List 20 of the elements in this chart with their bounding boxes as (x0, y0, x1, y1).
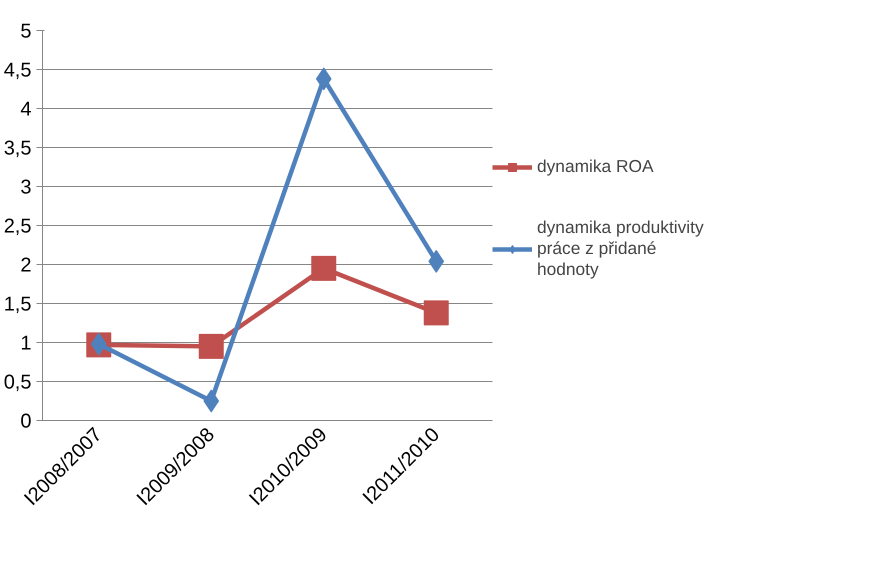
point (90, 332, 107, 356)
y-tick-label: 5 (20, 20, 32, 42)
legend-label: dynamika produktivity práce z přidané hodnoty (537, 217, 704, 280)
y-tick-label: 0,5 (4, 372, 32, 394)
point (316, 67, 332, 90)
point (311, 256, 336, 281)
legend-label: dynamika ROA (537, 156, 654, 177)
y-tick-label: 2 (20, 254, 32, 276)
point (198, 334, 224, 359)
point (424, 300, 449, 326)
y-tick-label: 3,5 (4, 138, 32, 160)
point (428, 250, 444, 273)
y-tick-label: 4,5 (4, 60, 32, 82)
y-tick-label: 4 (20, 98, 32, 120)
y-tick-label: 0 (20, 410, 32, 432)
point (203, 390, 220, 412)
y-tick-label: 2,5 (4, 216, 32, 238)
y-tick-label: 1 (20, 332, 32, 354)
y-tick-label: 3 (20, 176, 32, 198)
y-tick-label: 1,5 (4, 294, 32, 316)
